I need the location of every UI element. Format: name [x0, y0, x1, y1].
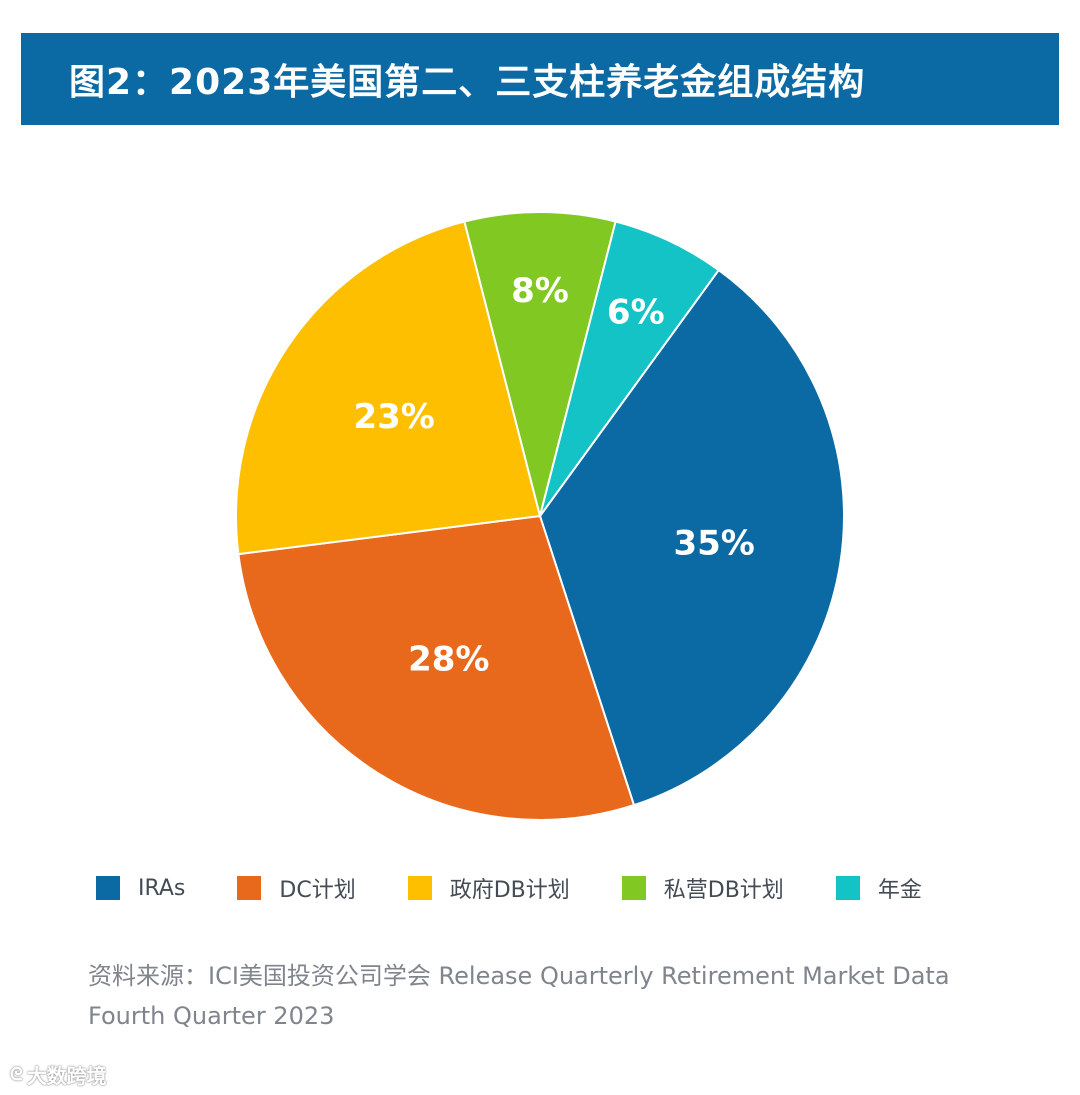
pie-slice-4 — [539, 220, 721, 517]
slice-data-label: 6% — [607, 292, 665, 332]
slice-data-label: 23% — [353, 397, 434, 437]
legend-swatch — [407, 876, 432, 900]
source-note: 资料来源：ICI美国投资公司学会 Release Quarterly Retir… — [88, 956, 1048, 1036]
legend-label: DC计划 — [279, 878, 356, 903]
legend: IRAs DC计划 政府DB计划 私营DB计划 年金 — [96, 872, 974, 904]
legend-swatch — [96, 876, 120, 900]
legend-label: 政府DB计划 — [449, 878, 570, 903]
title-bar: 图2：2023年美国第二、三支柱养老金组成结构 — [21, 33, 1059, 125]
slice-data-label: 8% — [511, 271, 569, 311]
source-line-1: 资料来源：ICI美国投资公司学会 Release Quarterly Retir… — [88, 962, 950, 990]
pie-slice-1 — [237, 514, 636, 821]
slice-data-label: 28% — [408, 640, 489, 680]
legend-swatch — [621, 876, 646, 900]
legend-label: 私营DB计划 — [663, 878, 784, 903]
legend-item-gov-db: 政府DB计划 — [407, 872, 570, 904]
chart-title: 图2：2023年美国第二、三支柱养老金组成结构 — [69, 62, 866, 103]
legend-label: 年金 — [877, 878, 922, 903]
pie-slice-2 — [235, 220, 542, 556]
logo-icon: ᘓ — [10, 1064, 23, 1085]
slice-data-label: 35% — [673, 524, 754, 564]
legend-item-private-db: 私营DB计划 — [621, 872, 784, 904]
legend-swatch — [237, 876, 262, 900]
pie-slice-3 — [463, 211, 617, 517]
pie-slice-0 — [538, 268, 845, 807]
source-line-2: Fourth Quarter 2023 — [88, 1002, 335, 1030]
watermark-text: 大数跨境 — [26, 1064, 107, 1088]
watermark: ᘓ 大数跨境 — [10, 1060, 107, 1089]
legend-item-iras: IRAs — [96, 876, 185, 901]
pie-chart: 35% 28% 23% 8% 6% — [235, 211, 845, 821]
legend-swatch — [835, 876, 860, 900]
legend-item-dc: DC计划 — [237, 872, 356, 904]
legend-item-annuity: 年金 — [835, 872, 922, 904]
legend-label: IRAs — [138, 875, 186, 901]
